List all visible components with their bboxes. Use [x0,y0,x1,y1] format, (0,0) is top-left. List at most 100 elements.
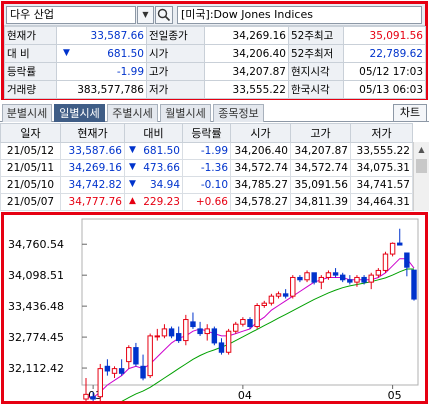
candle-body [211,328,218,344]
cell-close: 34,777.76 [60,193,125,211]
cell-low: 34,464.31 [350,193,413,211]
cell-rate: -1.36 [182,159,231,177]
cell-low: 34,075.31 [350,159,413,177]
cell-high: 34,811.39 [290,193,351,211]
candle [204,324,210,341]
tab-bar: 분별시세 일별시세 주별시세 월별시세 종목정보 차트 [0,103,429,122]
y-tick-label: 34,098.51 [8,269,64,282]
quote-label: 고가 [146,62,205,81]
quote-value: 34,207.87 [204,62,289,81]
candle [404,252,410,277]
column-header[interactable]: 일자 [0,123,61,143]
candle [126,345,132,369]
candle [154,328,161,341]
candle [290,275,296,299]
chevron-down-icon[interactable]: ▼ [137,6,154,24]
candle-body [382,253,389,271]
cell-text: 34,464.31 [356,196,410,208]
cell-change: ▼ 681.50 [124,142,183,160]
quote-value-text: 33,587.66 [90,29,144,42]
quote-value-text: 22,789.62 [369,47,423,60]
cell-text: -0.10 [200,179,228,191]
cell-open: 34,785.27 [230,176,291,194]
up-triangle-icon: ▲ [129,196,136,206]
candle-body [297,276,303,281]
column-header[interactable]: 저가 [350,123,413,143]
candle-body [389,242,396,255]
candle-body [339,274,346,281]
candle [111,366,118,378]
down-triangle-icon: ▼ [129,179,136,189]
candle-body [126,347,132,363]
long-moving-average-line [121,268,414,401]
cell-text: 34,742.82 [68,179,122,191]
cell-text: 34,811.39 [294,196,348,208]
cell-text: 21/05/12 [6,145,55,157]
table-row[interactable]: 21/05/07 34,777.76 ▲ 229.23 +0.66 34,578.27 34… [0,193,413,211]
cell-text: 35,091.56 [294,179,348,191]
cell-text: 21/05/10 [6,179,55,191]
quote-summary-table: 현재가 33,587.66 전일종가 34,269.16 52주최고 35,091.56 대… [4,26,426,99]
cell-text: 34,269.16 [68,162,122,174]
down-triangle-icon: ▼ [129,162,136,172]
cell-rate: +0.66 [182,193,231,211]
column-header[interactable]: 대비 [124,123,183,143]
quote-label: 시가 [146,44,205,63]
cell-change: ▼ 473.66 [124,159,183,177]
candle-body [354,276,360,283]
vertical-scrollbar[interactable]: ▲ [413,142,429,211]
quote-value-text: 681.50 [107,47,144,60]
tab-2[interactable]: 일별시세 [54,104,105,122]
candle-body [368,274,374,283]
cell-date: 21/05/12 [0,142,61,160]
candle-body [268,295,275,304]
candle-body [154,335,161,338]
chart-button[interactable]: 차트 [393,104,427,122]
table-row[interactable]: 21/05/10 34,742.82 ▼ 34.94 -0.10 34,785.27 35,… [0,176,413,194]
candle-body [168,328,175,337]
scrollbar-thumb[interactable] [416,159,427,173]
quote-value-text: 34,206.40 [232,47,286,60]
quote-row: 대 비 ▼ 681.50 시가 34,206.40 52주최저 22,789.62 [4,44,426,63]
table-row[interactable]: 21/05/12 33,587.66 ▼ 681.50 -1.99 34,206.40 34… [0,142,413,160]
candle [161,324,168,339]
tab-5[interactable]: 종목정보 [213,104,264,122]
cell-close: 34,269.16 [60,159,125,177]
candle-body [183,319,189,342]
candle [382,251,389,273]
candle [218,338,225,355]
table-row[interactable]: 21/05/11 34,269.16 ▼ 473.66 -1.36 34,572.74 34… [0,159,413,177]
quote-label: 한국시각 [288,80,344,99]
candle [175,326,182,343]
column-header[interactable]: 등락률 [182,123,231,143]
cell-close: 33,587.66 [60,142,125,160]
candle-body [111,368,118,374]
column-header[interactable]: 고가 [290,123,351,143]
y-tick-label: 32,112.42 [8,362,64,375]
symbol-search-input[interactable]: 다우 산업 [6,6,136,24]
tab-3[interactable]: 주별시세 [107,104,158,122]
quote-value: 22,789.62 [343,44,426,63]
quote-value: 33,555.22 [204,80,289,99]
search-button[interactable] [155,6,173,24]
quote-value: 05/13 06:03 [343,80,426,99]
tab-1[interactable]: 분별시세 [2,104,52,122]
quote-label: 전일종가 [146,26,205,45]
cell-text: 34,578.27 [234,196,288,208]
candlestick-chart[interactable]: 34,760.54 34,098.51 33,436.48 32,774.45 32,1… [4,215,425,401]
tab-4[interactable]: 월별시세 [160,104,211,122]
quote-value-text: 35,091.56 [369,29,423,42]
candle [318,275,325,290]
quote-value: -1.99 [56,62,147,81]
candle [104,359,111,376]
quote-label: 등락률 [4,62,57,81]
candle [297,275,303,283]
column-header[interactable]: 현재가 [60,123,125,143]
chevron-up-icon[interactable]: ▲ [418,145,425,154]
column-header[interactable]: 시가 [230,123,291,143]
cell-rate: -0.10 [182,176,231,194]
candle [90,392,96,401]
quote-row: 거래량 383,577,786 저가 33,555.22 한국시각 05/13 06:03 [4,80,426,99]
cell-open: 34,578.27 [230,193,291,211]
quote-value-text: 33,555.22 [232,83,286,96]
